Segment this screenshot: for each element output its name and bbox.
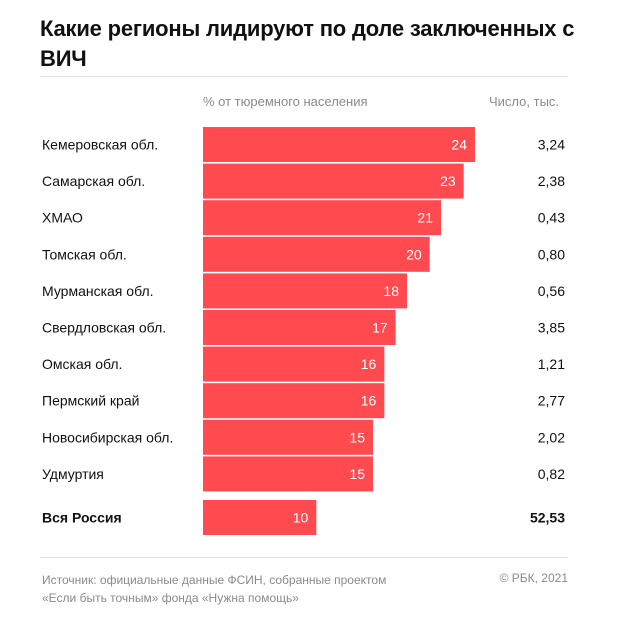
bar-value-label: 15 xyxy=(349,466,365,482)
bar-value-label: 18 xyxy=(383,283,399,299)
category-label: Мурманская обл. xyxy=(42,283,154,299)
bar-value-label: 17 xyxy=(372,320,388,336)
count-value: 0,56 xyxy=(538,283,565,299)
count-value: 2,38 xyxy=(538,173,565,189)
count-value: 1,21 xyxy=(538,356,565,372)
count-value: 2,02 xyxy=(538,429,565,445)
top-divider xyxy=(40,76,568,77)
bar-value-label: 15 xyxy=(349,429,365,445)
bar xyxy=(203,456,373,492)
bar-value-label: 16 xyxy=(361,393,377,409)
category-label: Удмуртия xyxy=(42,466,104,482)
bar xyxy=(203,419,373,455)
source-line-1: Источник: официальные данные ФСИН, собра… xyxy=(42,573,387,587)
bar xyxy=(203,310,396,345)
category-label: Самарская обл. xyxy=(42,173,145,189)
count-value: 0,82 xyxy=(538,466,565,482)
copyright: © РБК, 2021 xyxy=(499,571,568,585)
category-label: Вся Россия xyxy=(42,510,122,526)
bar-value-label: 21 xyxy=(417,210,433,226)
bar-value-label: 16 xyxy=(361,356,377,372)
count-value: 0,80 xyxy=(538,246,565,262)
bar-value-label: 20 xyxy=(406,246,422,262)
bar-value-label: 24 xyxy=(451,137,467,153)
category-label: Пермский край xyxy=(42,393,139,409)
bar xyxy=(203,346,385,382)
bar-value-label: 10 xyxy=(293,510,309,526)
bar xyxy=(203,127,475,162)
count-column-header: Число, тыс. xyxy=(489,94,560,109)
chart-title: Какие регионы лидируют по доле заключенн… xyxy=(40,16,575,71)
bar xyxy=(203,163,464,199)
bar-chart: Кемеровская обл. 24 3,24 Самарская обл. 23 2,… xyxy=(42,127,565,535)
source-note: Источник: официальные данные ФСИН, собра… xyxy=(42,571,462,607)
count-value: 52,53 xyxy=(530,510,565,526)
percent-column-header: % от тюремного населения xyxy=(203,94,368,109)
count-value: 3,24 xyxy=(538,137,565,153)
category-label: Новосибирская обл. xyxy=(42,429,173,445)
bar-value-label: 23 xyxy=(440,173,456,189)
source-line-2: «Если быть точным» фонда «Нужна помощь» xyxy=(42,591,299,605)
bar xyxy=(203,383,385,419)
category-label: Омская обл. xyxy=(42,356,122,372)
category-label: ХМАО xyxy=(42,210,83,226)
bottom-divider xyxy=(40,557,568,558)
bar xyxy=(203,200,441,236)
count-value: 3,85 xyxy=(538,320,565,336)
count-value: 2,77 xyxy=(538,393,565,409)
category-label: Кемеровская обл. xyxy=(42,137,158,153)
bar xyxy=(203,236,430,272)
category-label: Томская обл. xyxy=(42,246,127,262)
bar xyxy=(203,500,317,535)
bar xyxy=(203,273,407,309)
category-label: Свердловская обл. xyxy=(42,320,166,336)
count-value: 0,43 xyxy=(538,210,565,226)
